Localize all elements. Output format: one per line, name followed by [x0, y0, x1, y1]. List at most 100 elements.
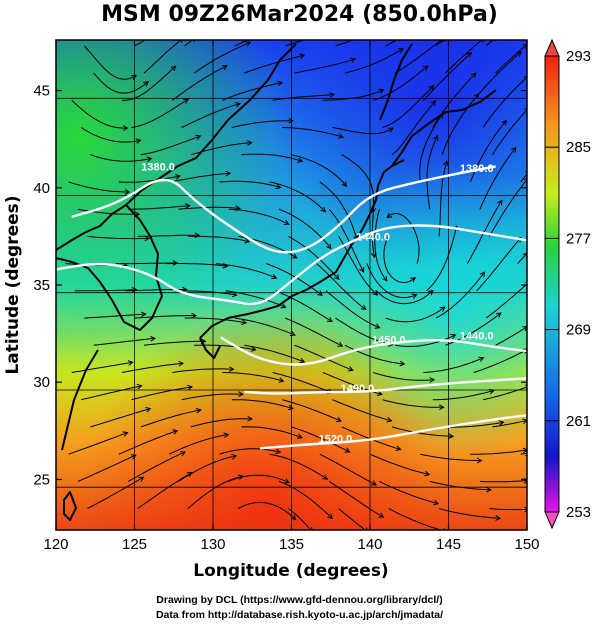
- streamline: [319, 181, 358, 241]
- streamline-arrow: [329, 92, 336, 98]
- colorbar: 293 285 277 269 261 253: [544, 38, 591, 530]
- streamline-arrow: [178, 360, 185, 367]
- streamline: [288, 235, 340, 280]
- streamline: [225, 290, 286, 308]
- x-tick-label: 140: [357, 536, 382, 553]
- streamline-arrow: [382, 275, 388, 282]
- streamline: [275, 290, 333, 323]
- graticule: [56, 40, 527, 530]
- streamline: [181, 103, 241, 128]
- streamline: [184, 317, 247, 324]
- streamline: [285, 40, 307, 47]
- streamline: [178, 206, 240, 210]
- streamline-arrow: [180, 40, 183, 43]
- streamline: [90, 154, 152, 162]
- streamline-arrow: [138, 476, 145, 482]
- streamline-arrow: [428, 85, 435, 91]
- streamline: [143, 340, 206, 346]
- streamline: [482, 76, 527, 128]
- streamline: [241, 153, 303, 162]
- streamline: [118, 430, 178, 455]
- streamline-arrow: [246, 140, 253, 146]
- streamline-arrow: [497, 199, 503, 206]
- streamline-arrow: [238, 391, 244, 397]
- streamline-arrow: [172, 429, 179, 435]
- streamline: [237, 501, 296, 520]
- streamline-arrow: [523, 75, 527, 81]
- streamline: [190, 418, 253, 428]
- streamline-arrow: [271, 273, 278, 280]
- streamline-arrow: [283, 219, 290, 225]
- streamline-arrow: [486, 486, 492, 493]
- streamline: [374, 209, 388, 282]
- streamline: [90, 408, 151, 428]
- streamline: [68, 432, 128, 455]
- streamline: [190, 142, 252, 156]
- contour-labels: 1380.0 1380.0 1440.0 1440.0 1450.0 1490.0 1520…: [141, 161, 493, 445]
- streamline: [386, 212, 420, 264]
- streamline-arrow: [278, 377, 285, 383]
- streamline: [495, 326, 527, 346]
- streamline: [445, 40, 483, 74]
- streamline-arrow: [466, 51, 473, 58]
- streamline-arrow: [247, 415, 254, 422]
- streamline: [77, 454, 136, 482]
- coastlines: [56, 43, 497, 521]
- colorbar-ticks: 293 285 277 269 261 253: [545, 48, 591, 521]
- streamline: [172, 368, 234, 373]
- streamline-arrow: [523, 177, 527, 181]
- streamline-arrow: [429, 377, 436, 383]
- streamline: [234, 317, 296, 336]
- streamline-arrow: [395, 445, 402, 451]
- streamline: [442, 421, 504, 428]
- streamline-arrow: [307, 527, 313, 530]
- streamline: [520, 452, 527, 455]
- streamline: [285, 317, 343, 347]
- streamline-arrow: [424, 470, 431, 477]
- streamline: [131, 98, 189, 128]
- streamline: [489, 508, 527, 511]
- streamline-arrow: [360, 304, 367, 311]
- streamline-arrow: [495, 515, 502, 521]
- streamline: [278, 480, 333, 519]
- streamline: [222, 372, 284, 382]
- streamline-arrow: [326, 243, 332, 250]
- streamline: [231, 120, 294, 128]
- streamline: [328, 208, 365, 273]
- streamline-arrow: [124, 189, 131, 195]
- streamline-arrow: [374, 323, 381, 329]
- streamline: [80, 127, 141, 143]
- streamline-arrow: [322, 474, 329, 480]
- streamline: [341, 154, 375, 213]
- streamline: [178, 455, 237, 482]
- streamline-arrow: [337, 341, 344, 347]
- x-tick-label: 120: [43, 536, 68, 553]
- streamline: [272, 372, 333, 394]
- streamline: [278, 208, 332, 249]
- streamline: [234, 40, 250, 47]
- streamline-arrow: [371, 252, 377, 259]
- streamline: [488, 178, 527, 237]
- x-tick-label: 150: [514, 536, 539, 553]
- streamline-arrow: [341, 181, 348, 188]
- streamline: [228, 474, 290, 484]
- streamline-arrow: [524, 108, 527, 110]
- colorbar-tick-label: 269: [566, 322, 591, 339]
- credit-drawing: Drawing by DCL (https://www.gfd-dennou.o…: [156, 594, 443, 606]
- streamline: [385, 40, 398, 47]
- streamline: [219, 448, 281, 455]
- streamline: [395, 334, 456, 347]
- streamline-arrow: [422, 65, 429, 71]
- streamline-arrow: [136, 383, 143, 390]
- streamline: [134, 315, 197, 319]
- streamline: [269, 181, 326, 213]
- streamline-arrow: [371, 480, 378, 486]
- streamline: [269, 453, 328, 480]
- streamline-arrow: [225, 170, 232, 177]
- streamline-arrow: [150, 336, 157, 342]
- colorbar-tick-label: 261: [566, 413, 591, 430]
- streamline-arrow: [241, 319, 248, 325]
- streamline-arrow: [370, 207, 377, 214]
- streamline: [272, 94, 335, 101]
- streamline-arrow: [376, 390, 383, 396]
